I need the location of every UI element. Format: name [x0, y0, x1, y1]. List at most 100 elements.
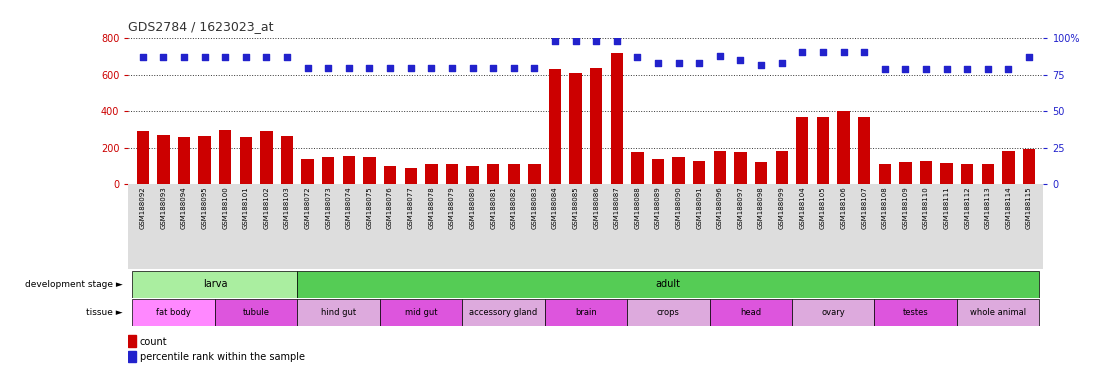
Bar [281, 136, 294, 184]
Bar [199, 136, 211, 184]
Point [237, 54, 254, 60]
Text: GSM188084: GSM188084 [552, 186, 558, 228]
Point [340, 65, 358, 71]
Bar [627, 299, 710, 326]
Text: GSM188076: GSM188076 [387, 186, 393, 229]
Point [154, 54, 172, 60]
Text: GSM188074: GSM188074 [346, 186, 352, 228]
Bar [673, 157, 685, 184]
Point [319, 65, 337, 71]
Bar [632, 152, 644, 184]
Text: GSM188073: GSM188073 [325, 186, 331, 229]
Bar [445, 164, 458, 184]
Point [463, 65, 481, 71]
Bar [177, 137, 190, 184]
Text: GSM188108: GSM188108 [882, 186, 887, 229]
Point [628, 54, 646, 60]
Bar [343, 156, 355, 184]
Bar [1023, 149, 1036, 184]
Bar [875, 299, 956, 326]
Point [195, 54, 213, 60]
Text: GSM188111: GSM188111 [944, 186, 950, 229]
Text: GDS2784 / 1623023_at: GDS2784 / 1623023_at [128, 20, 273, 33]
Point [732, 57, 750, 63]
Bar [941, 163, 953, 184]
Text: GSM188110: GSM188110 [923, 186, 929, 229]
Bar [545, 299, 627, 326]
Text: GSM188082: GSM188082 [511, 186, 517, 228]
Bar [714, 151, 727, 184]
Text: GSM188080: GSM188080 [470, 186, 475, 229]
Point [546, 38, 564, 45]
Text: GSM188100: GSM188100 [222, 186, 228, 229]
Text: whole animal: whole animal [970, 308, 1027, 317]
Point [217, 54, 234, 60]
Bar [693, 161, 705, 184]
Point [567, 38, 585, 45]
Bar [404, 168, 417, 184]
Point [711, 53, 729, 59]
Text: GSM188091: GSM188091 [696, 186, 702, 229]
Text: GSM188102: GSM188102 [263, 186, 269, 228]
Text: GSM188098: GSM188098 [758, 186, 764, 229]
Text: GSM188083: GSM188083 [531, 186, 538, 229]
Text: GSM188079: GSM188079 [449, 186, 455, 229]
Text: GSM188099: GSM188099 [779, 186, 785, 229]
Bar [128, 184, 1043, 269]
Text: GSM188081: GSM188081 [490, 186, 497, 229]
Point [608, 38, 626, 45]
Bar [379, 299, 462, 326]
Bar [776, 152, 788, 184]
Bar [549, 70, 561, 184]
Point [814, 48, 831, 55]
Text: GSM188101: GSM188101 [243, 186, 249, 229]
Text: GSM188087: GSM188087 [614, 186, 619, 229]
Text: larva: larva [203, 279, 228, 289]
Point [382, 65, 400, 71]
Bar [792, 299, 875, 326]
Bar [297, 299, 379, 326]
Text: GSM188093: GSM188093 [161, 186, 166, 229]
Point [587, 38, 605, 45]
Text: GSM188078: GSM188078 [429, 186, 434, 229]
Bar [920, 161, 932, 184]
Bar [260, 131, 272, 184]
Text: GSM188107: GSM188107 [862, 186, 867, 229]
Text: GSM188103: GSM188103 [285, 186, 290, 229]
Point [959, 66, 976, 72]
Point [526, 65, 543, 71]
Text: GSM188115: GSM188115 [1026, 186, 1032, 228]
Point [896, 66, 914, 72]
Text: head: head [740, 308, 761, 317]
Bar [899, 162, 912, 184]
Bar [215, 299, 297, 326]
Bar [710, 299, 792, 326]
Bar [301, 159, 314, 184]
Text: GSM188109: GSM188109 [903, 186, 908, 229]
Bar [323, 157, 335, 184]
Text: testes: testes [903, 308, 929, 317]
Text: GSM188104: GSM188104 [799, 186, 806, 228]
Text: fat body: fat body [156, 308, 191, 317]
Bar [652, 159, 664, 184]
Point [484, 65, 502, 71]
Point [504, 65, 522, 71]
Text: hind gut: hind gut [321, 308, 356, 317]
Bar [133, 271, 297, 298]
Bar [569, 73, 581, 184]
Text: crops: crops [657, 308, 680, 317]
Point [1000, 66, 1018, 72]
Bar [297, 271, 1039, 298]
Bar [128, 336, 136, 347]
Text: accessory gland: accessory gland [470, 308, 538, 317]
Text: GSM188097: GSM188097 [738, 186, 743, 229]
Point [835, 48, 853, 55]
Text: GSM188112: GSM188112 [964, 186, 970, 228]
Text: adult: adult [656, 279, 681, 289]
Point [443, 65, 461, 71]
Text: GSM188095: GSM188095 [202, 186, 208, 228]
Bar [219, 129, 231, 184]
Point [134, 54, 152, 60]
Bar [136, 131, 148, 184]
Text: GSM188113: GSM188113 [984, 186, 991, 229]
